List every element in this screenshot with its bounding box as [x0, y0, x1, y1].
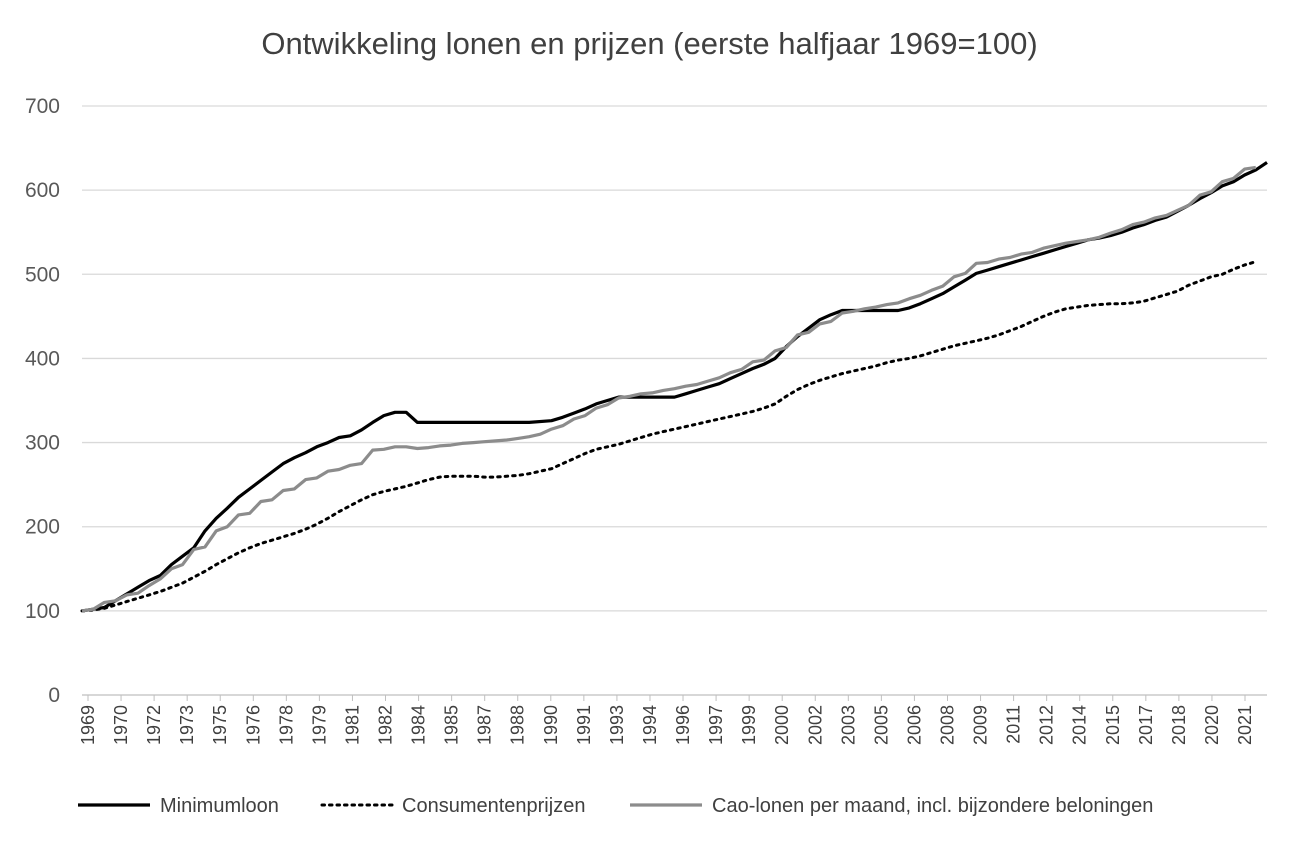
x-tick-label-1991: 1991: [574, 705, 594, 745]
x-tick-label-2017: 2017: [1136, 705, 1156, 745]
series-line-minimumloon: [81, 161, 1268, 613]
x-tick-label-2005: 2005: [871, 705, 891, 745]
series-line-consumentenprijzen: [80, 260, 1258, 613]
x-tick-label-1969: 1969: [78, 705, 98, 745]
legend-label-consumentenprijzen: Consumentenprijzen: [402, 795, 585, 817]
y-tick-label-100: 100: [25, 600, 60, 623]
x-tick-label-2015: 2015: [1103, 705, 1123, 745]
x-tick-label-1984: 1984: [409, 705, 429, 745]
x-tick-label-2018: 2018: [1169, 705, 1189, 745]
x-tick-label-1979: 1979: [309, 705, 329, 745]
x-tick-label-2006: 2006: [904, 705, 924, 745]
legend-label-minimumloon: Minimumloon: [160, 795, 279, 817]
x-tick-label-1975: 1975: [210, 705, 230, 745]
x-tick-label-1994: 1994: [640, 705, 660, 745]
x-tick-label-1976: 1976: [243, 705, 263, 745]
y-tick-label-300: 300: [25, 432, 60, 455]
x-tick-label-2008: 2008: [937, 705, 957, 745]
x-tick-label-2002: 2002: [805, 705, 825, 745]
x-axis-tick-labels: 1969 1970 1972 1973 1975 1976 1978 1979 1981 1982…: [78, 695, 1255, 745]
x-tick-label-2021: 2021: [1235, 705, 1255, 745]
x-tick-label-1972: 1972: [144, 705, 164, 745]
y-axis-tick-labels: 0 100 200 300 400 500 600 700: [25, 95, 60, 707]
y-tick-label-600: 600: [25, 179, 60, 202]
x-tick-label-1988: 1988: [508, 705, 528, 745]
x-tick-label-1978: 1978: [276, 705, 296, 745]
series-lines: [80, 161, 1268, 613]
y-tick-label-500: 500: [25, 263, 60, 286]
gridlines: [82, 105, 1267, 696]
x-tick-label-2009: 2009: [971, 705, 991, 745]
x-tick-label-1993: 1993: [607, 705, 627, 745]
series-line-cao-lonen-per-maand-incl-bijzondere-beloningen: [81, 165, 1257, 613]
x-tick-label-2003: 2003: [838, 705, 858, 745]
x-tick-label-2020: 2020: [1202, 705, 1222, 745]
x-tick-label-2012: 2012: [1037, 705, 1057, 745]
x-tick-label-1985: 1985: [442, 705, 462, 745]
y-tick-label-400: 400: [25, 347, 60, 370]
y-tick-label-700: 700: [25, 95, 60, 118]
y-tick-label-200: 200: [25, 516, 60, 539]
legend: Minimumloon Consumentenprijzen Cao-lonen p…: [78, 795, 1153, 817]
chart-title: Ontwikkeling lonen en prijzen (eerste ha…: [261, 26, 1038, 61]
x-tick-label-2014: 2014: [1070, 705, 1090, 745]
x-tick-label-1981: 1981: [342, 705, 362, 745]
legend-label-cao-lonen-per-maand-incl-bijzondere-beloningen: Cao-lonen per maand, incl. bijzondere be…: [712, 795, 1153, 817]
y-tick-label-0: 0: [48, 684, 60, 707]
x-tick-label-1970: 1970: [111, 705, 131, 745]
x-tick-label-1990: 1990: [541, 705, 561, 745]
x-tick-label-2011: 2011: [1004, 705, 1024, 744]
x-tick-label-2000: 2000: [772, 705, 792, 745]
x-tick-label-1997: 1997: [706, 705, 726, 745]
x-tick-label-1999: 1999: [739, 705, 759, 745]
x-tick-label-1987: 1987: [475, 705, 495, 745]
x-tick-label-1982: 1982: [376, 705, 396, 745]
x-tick-label-1996: 1996: [673, 705, 693, 745]
x-tick-label-1973: 1973: [177, 705, 197, 745]
